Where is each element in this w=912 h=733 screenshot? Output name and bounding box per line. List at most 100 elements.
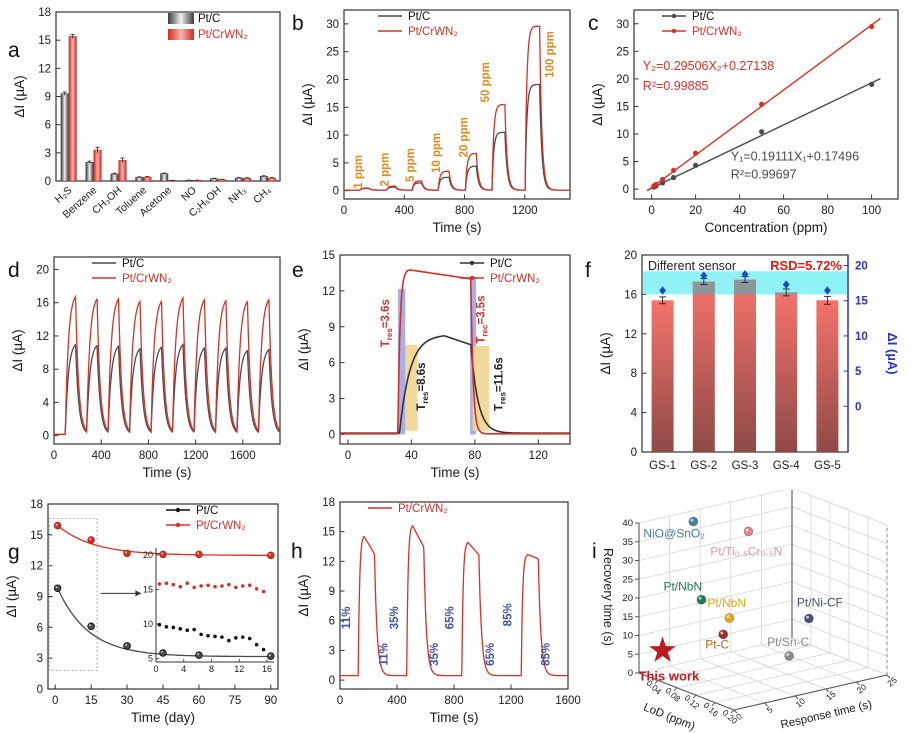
bar xyxy=(259,176,268,182)
z-tick-label: 30 xyxy=(622,556,633,567)
legend-label: Pt/C xyxy=(408,11,430,23)
x-tick-label: 400 xyxy=(395,205,414,217)
data-point xyxy=(267,551,275,560)
y-tick-label: 5 xyxy=(333,158,339,170)
z-tick-label: 40 xyxy=(622,518,633,529)
legend-label: Pt/C xyxy=(692,11,714,23)
point-label: NiO@SnO₂ xyxy=(643,527,705,541)
y-tick-label: 4 xyxy=(43,397,50,409)
series-line-ptcrwn2 xyxy=(340,524,568,677)
panel-e-chart: 0 40 80 120 0 3 6 9 12 15 Time (s) ΔI (µA) Tres=3.6s… xyxy=(296,250,571,480)
pulse-annotation: 2 ppm xyxy=(380,153,392,187)
legend-label: Pt/C xyxy=(490,258,512,270)
axes: 0 40 80 120 0 3 6 9 12 15 Time (s) ΔI (µA) xyxy=(296,250,571,480)
data-point-sphere xyxy=(804,613,814,624)
y-tick-label: 20 xyxy=(326,74,339,86)
x-tick-label: 800 xyxy=(455,205,474,217)
series-line-ptcrwn2 xyxy=(54,294,281,436)
fit-line xyxy=(646,77,881,191)
x-tick-label: 80 xyxy=(468,450,481,462)
data-point-sphere xyxy=(688,516,699,527)
data-point xyxy=(267,652,275,660)
x-tick-label: 1200 xyxy=(498,695,524,707)
y-axis-label: ΔI (µA) xyxy=(12,75,27,117)
x-tick-label: 0 xyxy=(51,450,57,462)
legend-label: Pt/CrWN₂ xyxy=(398,503,448,515)
x-tick-label: 60 xyxy=(193,695,206,707)
y-axis-label: ΔI (µA) xyxy=(296,328,311,370)
y-tick-label: 12 xyxy=(322,286,335,298)
bar xyxy=(118,160,127,182)
panel-letter-a: a xyxy=(8,39,20,62)
pulse-annotation: 11% xyxy=(378,643,390,665)
y-axis-label: ΔI (µA) xyxy=(300,83,315,125)
fit-r2: R²=0.99885 xyxy=(643,79,709,93)
data-point xyxy=(671,167,677,173)
x-tick-label: 100 xyxy=(862,205,881,217)
response-tick-label: 25 xyxy=(885,675,899,689)
x-tick-label: 400 xyxy=(92,450,111,462)
y-tick-label: 6 xyxy=(45,120,51,132)
pulse-annotation: 85% xyxy=(541,643,553,666)
y-tick-label: 8 xyxy=(43,364,49,376)
series-line-ptcrwn2 xyxy=(344,25,570,191)
panel-i: i 0 5 10 15 20 25 30 35 40 0.04 0.08 0.12 0.16 0.20 0 5… xyxy=(582,490,912,733)
panel-letter-f: f xyxy=(585,259,591,282)
y-tick-label: 12 xyxy=(36,331,49,343)
y-tick-label: 9 xyxy=(329,322,335,334)
x-tick-label: 0 xyxy=(341,205,347,217)
data-point xyxy=(123,642,131,650)
data-point-sphere xyxy=(743,526,754,537)
inset-x-tick: 12 xyxy=(234,664,244,674)
response-tick-label: 10 xyxy=(793,696,807,710)
data-point xyxy=(660,176,666,183)
y-tick-label: 15 xyxy=(30,530,43,542)
legend: Pt/CrWN₂ xyxy=(368,503,448,515)
series-line xyxy=(57,588,271,658)
category-label: NH₃ xyxy=(226,184,248,206)
right-y-tick-label: 10 xyxy=(855,331,868,343)
bar xyxy=(143,176,152,182)
data-point xyxy=(693,162,699,168)
y-tick-label: 18 xyxy=(38,7,51,19)
legend-label: Pt/C xyxy=(196,505,218,517)
bar xyxy=(110,173,119,182)
data-point xyxy=(671,174,677,181)
bar xyxy=(692,281,715,452)
point-label: This work xyxy=(639,669,700,684)
point-label: Pt-C xyxy=(705,637,729,651)
right-y-tick-label: 0 xyxy=(855,401,861,413)
tan-shaded-band xyxy=(405,344,418,431)
panel-f: f 0 4 8 12 16 20 ΔI (µA) GS-1 GS-2 GS-3 GS-4 GS-5 Di… xyxy=(582,245,912,490)
data-point-sphere xyxy=(784,651,794,661)
category-label: GS-3 xyxy=(732,460,759,472)
y-tick-label: 18 xyxy=(322,497,335,509)
bar xyxy=(85,161,94,182)
lod-tick-label: 0.12 xyxy=(683,693,702,712)
panel-letter-g: g xyxy=(8,541,20,564)
y-tick-label: 3 xyxy=(329,394,335,406)
panel-c-chart: 0 20 40 60 80 100 0 5 10 15 20 25 30 Concentration (p… xyxy=(590,9,899,235)
right-y-axis-label: ΔI (µA) xyxy=(885,332,900,374)
x-axis-label: Time (s) xyxy=(431,465,480,480)
data-point-sphere xyxy=(696,594,707,605)
inset-y-tick: 5 xyxy=(148,654,153,664)
right-y-tick-label: 5 xyxy=(855,366,862,378)
y-tick-label: 6 xyxy=(329,358,335,370)
legend: Pt/C Pt/CrWN₂ xyxy=(168,13,248,41)
panel-a: a 0 3 6 9 12 15 18 ΔI (µA) H₂S Benzene CH₃OH Toluen… xyxy=(0,0,290,245)
axes: 0 20 40 60 80 100 0 5 10 15 20 25 30 Concentration (p… xyxy=(590,9,899,235)
y-tick-label: 0 xyxy=(329,675,335,687)
legend: Pt/C Pt/CrWN₂ xyxy=(460,258,540,285)
annotation-different-sensor: Different sensor xyxy=(648,259,736,273)
category-label: GS-4 xyxy=(773,460,800,472)
legend: Pt/C Pt/CrWN₂ xyxy=(378,11,458,38)
x-tick-label: 0 xyxy=(337,695,343,707)
x-axis-label: Time (s) xyxy=(430,710,479,725)
y-tick-label: 25 xyxy=(326,47,339,59)
panel-b: b 0 400 800 1200 0 5 10 15 20 25 30 Time (s) ΔI (µA)… xyxy=(290,0,582,245)
right-y-tick-label: 15 xyxy=(855,296,868,308)
y-axis-label: ΔI (µA) xyxy=(10,329,25,371)
y-tick-label: 9 xyxy=(45,92,51,104)
